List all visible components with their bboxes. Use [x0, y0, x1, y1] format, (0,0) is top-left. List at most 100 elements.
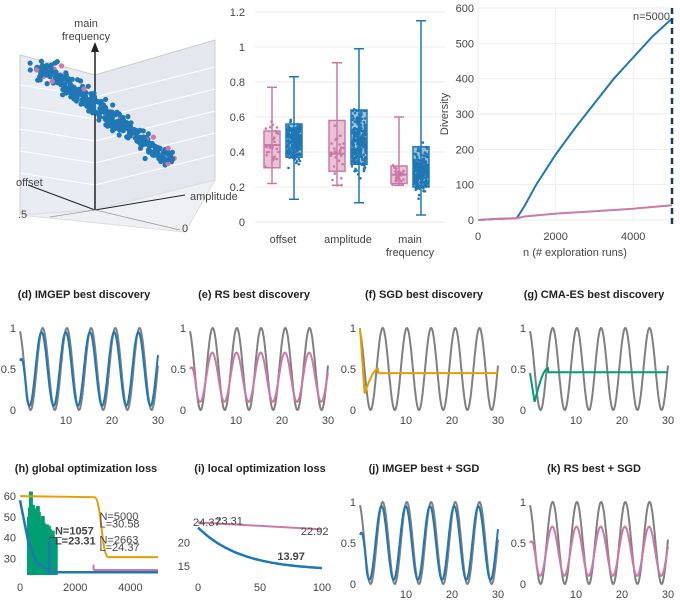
imgep-point: [108, 109, 114, 115]
imgep-series-line: [477, 17, 673, 221]
imgep-point: [67, 90, 73, 96]
imgep-point: [72, 86, 78, 92]
imgep-point: [146, 143, 152, 149]
imgep-point: [91, 104, 97, 110]
imgep-point: [92, 108, 98, 114]
rs-local-loss: [197, 521, 323, 531]
loss-annotation: N=2663: [99, 534, 138, 546]
loss-annotation: N=5000: [99, 511, 138, 523]
panel-title: (h) global optimization loss: [15, 463, 157, 475]
imgep-point: [27, 60, 33, 66]
y-tick-label: 0.5: [1, 364, 16, 376]
panel-c-diversity: 0 100 200 300 400 500 600 0 2000 4000 n=5000 n (# e…: [439, 3, 674, 259]
imgep-point: [107, 118, 113, 125]
x-tick-label: 20: [446, 415, 458, 427]
imgep-point: [158, 158, 164, 165]
x-tick-label: 50: [254, 582, 266, 594]
panel-d: (d) IMGEP best discovery 0 0.5 1 10 20 30: [1, 289, 164, 427]
x-tick-label: 10: [60, 415, 72, 427]
loss-annotation: N=1057: [55, 526, 94, 538]
x-tick-label: 0: [195, 582, 201, 594]
imgep-point: [142, 140, 148, 146]
loss-annotation: 13.97: [277, 551, 305, 563]
x-tick-label: 20: [616, 589, 628, 601]
rs-box: [390, 116, 408, 187]
y-tick-label: 0.5: [341, 364, 356, 376]
imgep-point: [52, 70, 58, 76]
imgep-point: [63, 70, 69, 76]
y-axis-tick: 0: [182, 223, 188, 235]
imgep-point: [161, 155, 167, 161]
imgep-point: [110, 128, 116, 134]
y-tick-label: 1: [350, 323, 356, 335]
imgep-box: [350, 48, 368, 204]
x-tick-label: 10: [230, 415, 242, 427]
x-tick-label: 4000: [118, 582, 142, 594]
rs-point: [34, 67, 40, 73]
imgep-point: [74, 91, 80, 97]
rs-signal: [529, 525, 669, 577]
imgep-point: [52, 74, 59, 80]
y-tick-label: 0.4: [230, 147, 245, 159]
y-tick-label: 40: [4, 533, 16, 545]
imgep-point: [96, 117, 102, 123]
imgep-point: [48, 62, 55, 68]
x-tick-label: 30: [152, 415, 164, 427]
y-tick-label: 0: [180, 405, 186, 417]
imgep-point: [44, 62, 50, 69]
target-signal: [359, 500, 499, 586]
x-tick-label: amplitude: [324, 234, 372, 246]
y-tick-label: 0.5: [511, 538, 526, 550]
y-tick-label: 20: [178, 538, 190, 550]
y-tick-label: 600: [456, 3, 474, 15]
imgep-point: [78, 101, 84, 107]
panel-title: (i) local optimization loss: [194, 463, 325, 475]
x-axis-label: n (# exploration runs): [523, 247, 627, 259]
target-signal: [359, 326, 499, 412]
panel-h-global-loss: (h) global optimization loss 30 40 50 60 0 200…: [4, 463, 158, 594]
panel-title: (g) CMA-ES best discovery: [524, 289, 665, 301]
imgep-point: [113, 111, 120, 117]
loss-annotation: L=30.58: [99, 519, 139, 531]
loss-annotation: 24.37: [193, 517, 221, 529]
target-signal: [529, 500, 669, 586]
imgep-point: [125, 114, 131, 120]
cmaes-signal: [529, 366, 668, 403]
panel-e: (e) RS best discovery 0 0.5 1 10 20 30: [171, 289, 334, 427]
y-axis-label: Diversity: [439, 92, 451, 135]
x-tick-label: 20: [276, 415, 288, 427]
y-tick-label: 0: [350, 579, 356, 591]
rs-point: [165, 161, 171, 167]
y-tick-label: 1.2: [230, 7, 245, 19]
y-tick-label: 500: [456, 38, 474, 50]
imgep-point: [124, 120, 130, 126]
imgep-signal: [359, 504, 499, 582]
rs-point: [165, 145, 171, 151]
y-tick-label: 1: [350, 497, 356, 509]
panel-i-local-loss: (i) local optimization loss 15 20 0 50 100 24.…: [178, 463, 331, 594]
imgep-point: [95, 99, 101, 105]
y-tick-label: 1: [520, 323, 526, 335]
y-tick-label: 1: [239, 42, 245, 54]
x-axis-line: [27, 184, 96, 211]
x-tick-label: 10: [570, 589, 582, 601]
rs-series-line: [477, 204, 673, 221]
x-tick-label: 0: [475, 231, 481, 243]
imgep-point: [54, 59, 60, 65]
target-signal: [529, 326, 669, 412]
panel-title: (e) RS best discovery: [198, 289, 311, 301]
imgep-point: [99, 103, 105, 109]
imgep-loss-line: [18, 500, 158, 574]
x-tick-label: 4000: [621, 231, 645, 243]
z-axis-arrow: [91, 42, 99, 52]
sgd-signal: [359, 327, 498, 394]
imgep-point: [89, 96, 95, 102]
imgep-point: [142, 155, 148, 162]
imgep-point: [35, 77, 41, 83]
y-tick-label: 0: [520, 405, 526, 417]
imgep-point: [137, 135, 143, 141]
imgep-point: [55, 80, 61, 86]
rs-point: [150, 134, 156, 140]
rs-box: [263, 86, 281, 185]
